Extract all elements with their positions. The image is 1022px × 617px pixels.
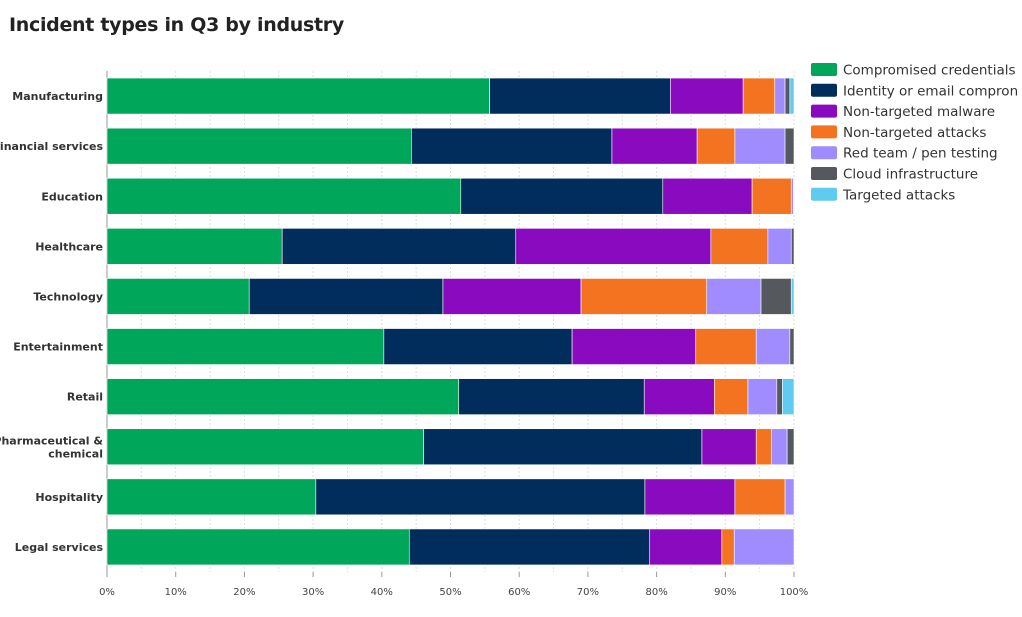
x-tick-label: 90%	[714, 587, 736, 598]
bar-segment	[747, 378, 778, 415]
legend-swatch	[811, 83, 837, 97]
bar-segment	[662, 177, 753, 215]
x-tick-label: 0%	[99, 587, 115, 598]
bar-segment	[706, 278, 762, 315]
bar-segment	[790, 177, 794, 215]
bar-segment	[411, 127, 613, 165]
category-label: Pharmaceutical & chemical	[0, 434, 103, 460]
bar-segment	[774, 77, 786, 115]
legend-swatch	[811, 104, 837, 118]
category-label: Healthcare	[35, 240, 103, 253]
category-label: Education	[41, 190, 103, 203]
bar-segment	[733, 528, 795, 566]
x-tick-label: 40%	[371, 587, 393, 598]
bar-segment	[784, 127, 795, 165]
bar-segment	[767, 228, 792, 265]
bar-segment	[784, 77, 791, 115]
bar-segment	[643, 378, 715, 415]
bar-segment	[106, 228, 283, 265]
legend-label: Cloud infrastructure	[843, 167, 978, 183]
category-label: Manufacturing	[12, 90, 103, 103]
bar-segment	[771, 428, 788, 466]
bar-segment	[721, 528, 735, 566]
bar-segment	[755, 428, 772, 466]
x-tick-label: 60%	[508, 587, 530, 598]
bar-segment	[106, 528, 410, 566]
bar-segment	[760, 278, 792, 315]
x-tick-label: 80%	[645, 587, 667, 598]
legend-label: Targeted attacks	[842, 187, 955, 203]
bar-segment	[106, 278, 250, 315]
bar-segment	[751, 177, 792, 215]
x-tick-label: 70%	[577, 587, 599, 598]
bar-segment	[755, 328, 791, 365]
chart-title: Incident types in Q3 by industry	[9, 14, 344, 36]
legend-swatch	[811, 125, 837, 139]
bar-segment	[106, 378, 460, 415]
x-tick-label: 50%	[439, 587, 461, 598]
bar-segment	[734, 478, 786, 516]
legend-label: Identity or email compron	[843, 83, 1018, 99]
bar-segment	[106, 428, 425, 466]
legend-swatch	[811, 146, 837, 160]
bar-segment	[106, 127, 412, 165]
bar-segment	[442, 278, 582, 315]
bar-segment	[106, 328, 385, 365]
bar-segment	[383, 328, 573, 365]
legend-label: Compromised credentials	[843, 63, 1016, 79]
legend-label: Non-targeted attacks	[843, 125, 986, 141]
legend-swatch	[811, 63, 837, 76]
bar-segment	[106, 177, 462, 215]
legend-swatch	[811, 167, 837, 180]
bar-segment	[106, 77, 490, 115]
x-tick-label: 30%	[302, 587, 324, 598]
category-label: Legal services	[15, 541, 104, 554]
category-label: Financial services	[0, 140, 103, 153]
x-tick-label: 20%	[233, 587, 255, 598]
bar-segment	[790, 228, 795, 265]
bar-segment	[784, 478, 795, 516]
legend-label: Red team / pen testing	[843, 146, 998, 162]
bar-segment	[649, 528, 723, 566]
bar-segment	[408, 528, 651, 566]
bar-segment	[281, 228, 517, 265]
x-tick-label: 100%	[780, 587, 809, 598]
bar-segment	[670, 77, 744, 115]
bar-segment	[742, 77, 776, 115]
bar-segment	[106, 478, 317, 516]
bar-segment	[696, 127, 736, 165]
bar-segment	[782, 378, 795, 415]
bar-segment	[515, 228, 712, 265]
category-label: Entertainment	[13, 341, 103, 354]
bar-segment	[580, 278, 708, 315]
bar-segment	[248, 278, 444, 315]
bar-segment	[786, 428, 795, 466]
bar-segment	[701, 428, 757, 466]
bar-segment	[793, 177, 795, 215]
bar-segment	[489, 77, 671, 115]
bar-segment	[423, 428, 703, 466]
bar-segment	[789, 77, 795, 115]
x-tick-label: 10%	[165, 587, 187, 598]
legend-swatch	[811, 187, 837, 201]
category-label: Retail	[67, 391, 103, 404]
bar-segment	[789, 328, 795, 365]
legend-label: Non-targeted malware	[843, 104, 995, 120]
bar-segment	[315, 478, 646, 516]
bar-segment	[776, 378, 783, 415]
bar-segment	[790, 278, 795, 315]
bar-segment	[644, 478, 736, 516]
bar-segment	[695, 328, 757, 365]
bar-segment	[571, 328, 697, 365]
bar-segment	[460, 177, 664, 215]
bar-segment	[611, 127, 698, 165]
category-label: Hospitality	[35, 491, 103, 504]
bar-segment	[458, 378, 645, 415]
bar-segment	[714, 378, 749, 415]
bar-segment	[710, 228, 769, 265]
bar-segment	[734, 127, 786, 165]
category-label: Technology	[33, 290, 103, 303]
